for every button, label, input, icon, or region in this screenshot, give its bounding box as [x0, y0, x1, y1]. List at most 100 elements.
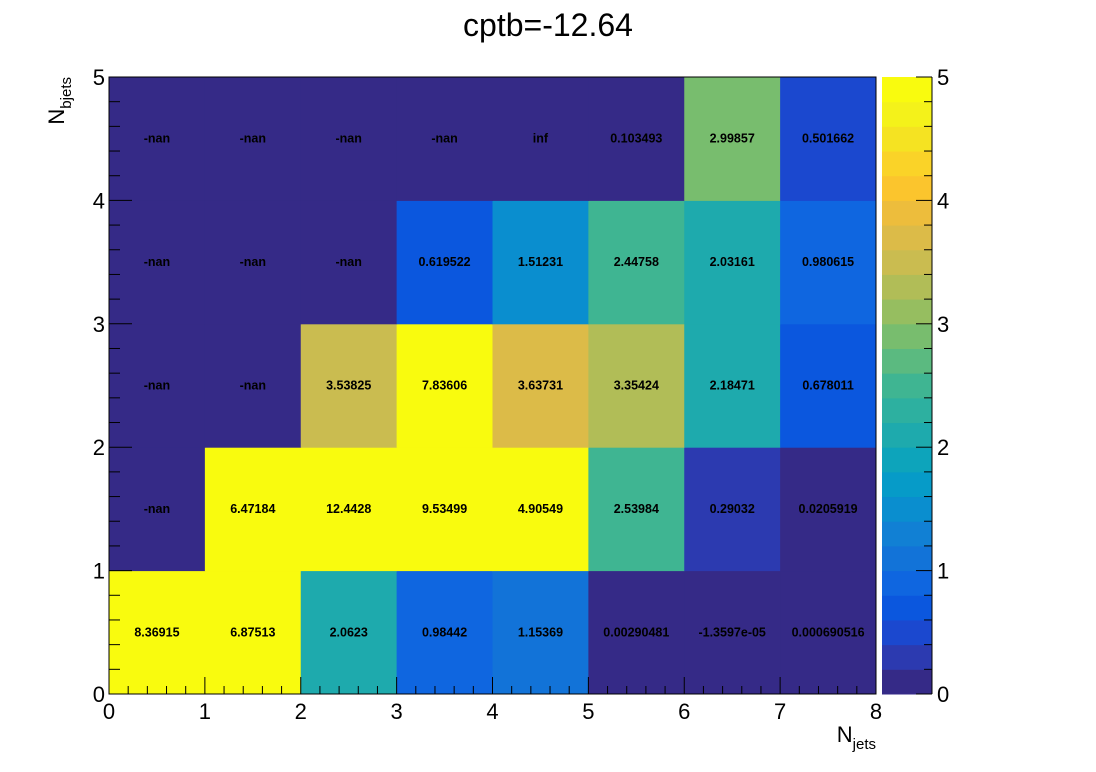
- cell-value-label: 6.47184: [230, 502, 275, 516]
- colorbar-swatch: [882, 323, 932, 349]
- colorbar-swatch: [882, 225, 932, 251]
- cell-value-label: 2.99857: [710, 132, 755, 146]
- cell-value-label: -nan: [144, 379, 170, 393]
- heatmap-cell: [684, 323, 781, 448]
- colorbar-swatch: [882, 77, 932, 103]
- y-tick-label: 5: [93, 65, 105, 90]
- colorbar-tick-label: 5: [937, 65, 949, 90]
- colorbar-tick-label: 1: [937, 559, 949, 584]
- y-axis: 0 1 2 3 4 5: [93, 65, 132, 707]
- x-axis-label: Njets: [837, 722, 876, 753]
- heatmap-cell: [588, 570, 685, 695]
- cell-value-label: -nan: [240, 132, 266, 146]
- heatmap-cell: [780, 77, 877, 201]
- heatmap-cell: [396, 77, 493, 201]
- heatmap-cell: [396, 570, 493, 695]
- cell-value-label: -nan: [240, 255, 266, 269]
- colorbar-swatch: [882, 126, 932, 152]
- colorbar-swatch: [882, 422, 932, 448]
- cell-value-label: -nan: [335, 132, 361, 146]
- y-tick-label: 2: [93, 435, 105, 460]
- cell-value-label: 2.18471: [710, 379, 755, 393]
- cell-value-label: 0.980615: [802, 255, 854, 269]
- heatmap-cell: [300, 447, 398, 572]
- cell-value-label: -nan: [144, 255, 170, 269]
- cell-value-label: -nan: [144, 132, 170, 146]
- cell-value-label: 0.0205919: [799, 502, 858, 516]
- heatmap-cell: [109, 570, 206, 695]
- colorbar-swatch: [882, 348, 932, 374]
- colorbar-tick-label: 2: [937, 435, 949, 460]
- y-tick-label: 1: [93, 559, 105, 584]
- heatmap-cell: [300, 77, 398, 201]
- heatmap-cell: [492, 200, 589, 325]
- heatmap-cell: [396, 323, 493, 448]
- cell-value-label: 7.83606: [422, 379, 467, 393]
- colorbar-swatch: [882, 249, 932, 275]
- heatmap-cell: [109, 77, 206, 201]
- heatmap-cell: [588, 200, 685, 325]
- cell-value-label: -nan: [335, 255, 361, 269]
- colorbar-swatch: [882, 496, 932, 522]
- heatmap-cell: [588, 77, 685, 201]
- heatmap-cell: [780, 447, 877, 572]
- heatmap-cell: [204, 323, 302, 448]
- cell-value-label: 3.35424: [614, 379, 659, 393]
- cell-value-label: inf: [533, 132, 549, 146]
- cell-value-label: 6.87513: [230, 625, 275, 639]
- y-axis-label: Nbjets: [44, 77, 75, 125]
- heatmap-cell: [300, 200, 398, 325]
- heatmap-cell: [492, 77, 589, 201]
- cell-value-label: 3.53825: [326, 379, 371, 393]
- cell-value-label: 2.44758: [614, 255, 659, 269]
- heatmap-cell: [396, 200, 493, 325]
- x-tick-label: 2: [295, 699, 307, 724]
- heatmap-cells: [109, 77, 877, 695]
- y-tick-label: 4: [93, 188, 105, 213]
- cell-value-label: 12.4428: [326, 502, 371, 516]
- heatmap-cell: [684, 77, 781, 201]
- heatmap-cell: [588, 323, 685, 448]
- color-scale-bar: 0 1 2 3 4 5: [882, 65, 949, 707]
- x-tick-label: 3: [391, 699, 403, 724]
- cell-value-label: 4.90549: [518, 502, 563, 516]
- colorbar-swatch: [882, 299, 932, 325]
- heatmap-cell: [684, 200, 781, 325]
- heatmap-cell: [204, 570, 302, 695]
- heatmap-cell: [588, 447, 685, 572]
- colorbar-swatch: [882, 471, 932, 498]
- heatmap-cell: [204, 77, 302, 201]
- colorbar-swatch: [882, 644, 932, 670]
- colorbar-swatch: [882, 101, 932, 127]
- colorbar-tick-label: 4: [937, 188, 949, 213]
- heatmap-cell: [300, 570, 398, 695]
- cell-value-label: 1.51231: [518, 255, 563, 269]
- heatmap-cell: [204, 200, 302, 325]
- colorbar-tick-label: 3: [937, 312, 949, 337]
- heatmap-cell: [109, 200, 206, 325]
- colorbar-swatch: [882, 595, 932, 621]
- cell-value-label: 2.03161: [710, 255, 755, 269]
- heatmap-cell: [780, 323, 877, 448]
- colorbar-swatch: [882, 570, 932, 596]
- cell-value-label: 0.000690516: [792, 625, 865, 639]
- heatmap-cell: [204, 447, 302, 572]
- cell-value-label: 3.63731: [518, 379, 563, 393]
- heatmap-cell: [300, 323, 398, 448]
- x-axis-label-sub: jets: [852, 736, 876, 753]
- cell-value-label: 0.98442: [422, 625, 467, 639]
- heatmap-cell: [396, 447, 493, 572]
- cell-value-label: 0.501662: [802, 132, 854, 146]
- colorbar-swatch: [882, 397, 932, 424]
- colorbar-swatch: [882, 274, 932, 300]
- cell-value-label: 0.00290481: [603, 625, 669, 639]
- cell-value-label: 9.53499: [422, 502, 467, 516]
- heatmap-cell: [780, 570, 877, 695]
- colorbar-swatch: [882, 521, 932, 547]
- colorbar-swatch: [882, 447, 932, 473]
- x-tick-label: 5: [582, 699, 594, 724]
- colorbar-tick-label: 0: [937, 682, 949, 707]
- cell-value-label: -nan: [144, 502, 170, 516]
- cell-value-label: -nan: [240, 379, 266, 393]
